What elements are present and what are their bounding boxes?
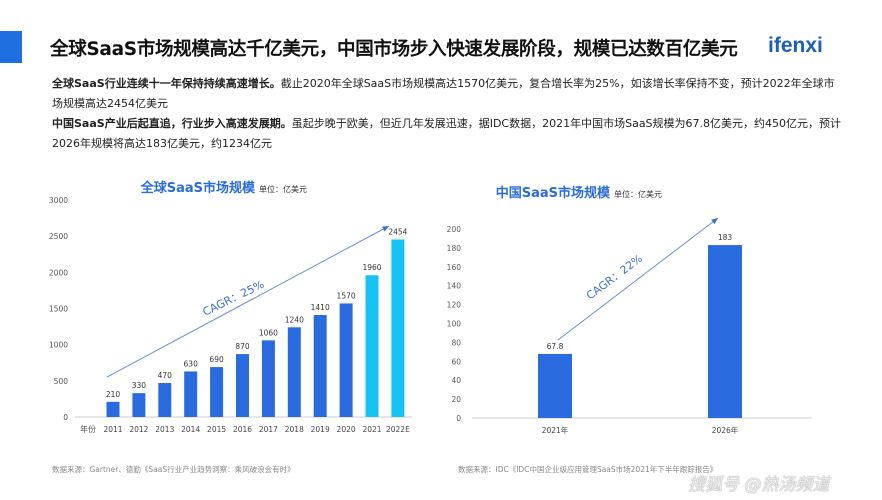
x-tick-label: 2011 — [103, 425, 122, 434]
watermark: 搜狐号 @热汤频道 — [688, 475, 830, 495]
bar — [158, 383, 172, 417]
x-tick-label: 2016 — [233, 425, 252, 434]
y-tick-label: 140 — [447, 282, 462, 291]
chart-unit: 单位：亿美元 — [614, 189, 662, 199]
y-tick-label: 120 — [447, 301, 462, 310]
header-accent-bar — [0, 31, 22, 63]
bar-value-label: 1410 — [311, 303, 330, 312]
y-tick-label: 1000 — [49, 341, 68, 350]
x-tick-label: 2012 — [129, 425, 148, 434]
y-tick-label: 500 — [54, 377, 69, 386]
bar — [708, 245, 742, 418]
x-tick-label: 2019 — [311, 425, 330, 434]
chart-source-global: 数据来源：Gartner、德勤《SaaS行业产业趋势洞察：乘风破浪会有时》 — [52, 465, 295, 474]
bar — [132, 393, 146, 417]
x-tick-label: 2018 — [285, 425, 304, 434]
x-tick-label: 2015 — [207, 425, 226, 434]
x-tick-label: 2022E — [386, 425, 410, 434]
bar-value-label: 1060 — [259, 328, 278, 337]
bar — [339, 303, 353, 417]
bar-value-label: 470 — [158, 371, 173, 380]
x-tick-label: 2014 — [181, 425, 200, 434]
y-tick-label: 200 — [447, 225, 462, 234]
y-tick-label: 3000 — [49, 196, 68, 205]
paragraph-china-text: 虽起步晚于欧美，但近几年发展迅速，据IDC数据，2021年中国市场SaaS规模为… — [52, 117, 842, 150]
paragraph-global-text: 截止2020年全球SaaS市场规模高达1570亿美元，复合增长率为25%，如该增… — [52, 77, 835, 110]
paragraph-china: 中国SaaS产业后起直追，行业步入高速发展期。虽起步晚于欧美，但近几年发展迅速，… — [52, 114, 842, 154]
bar — [365, 275, 379, 417]
bar — [538, 353, 572, 418]
x-axis-label: 年份 — [80, 424, 96, 434]
y-tick-label: 40 — [451, 376, 461, 385]
bar-value-label: 67.8 — [547, 342, 564, 351]
cagr-arrow-line — [106, 225, 390, 378]
bar-value-label: 1570 — [337, 291, 356, 300]
bar-value-label: 690 — [209, 355, 224, 364]
y-tick-label: 160 — [447, 263, 462, 272]
y-tick-label: 2000 — [49, 268, 68, 277]
bar — [210, 367, 224, 417]
ifenxi-logo: ifenxi — [768, 34, 823, 57]
bar-value-label: 330 — [132, 381, 147, 390]
x-tick-label: 2021 — [362, 425, 381, 434]
bar — [184, 371, 198, 417]
x-tick-label: 2013 — [155, 425, 174, 434]
bar-value-label: 210 — [106, 390, 121, 399]
bar — [106, 401, 120, 417]
y-tick-label: 0 — [63, 413, 68, 422]
x-tick-label: 2026年 — [712, 425, 739, 435]
chart-title: 全球SaaS市场规模 — [140, 180, 256, 196]
y-tick-label: 80 — [451, 338, 461, 347]
bar-value-label: 1240 — [285, 315, 304, 324]
bar — [261, 340, 275, 417]
y-tick-label: 20 — [451, 395, 461, 404]
bar-value-label: 2454 — [388, 227, 407, 236]
y-tick-label: 0 — [456, 414, 461, 423]
cagr-annotation: CAGR：25% — [201, 278, 267, 319]
bar — [391, 239, 405, 417]
y-tick-label: 180 — [447, 244, 462, 253]
bar-value-label: 630 — [184, 359, 199, 368]
y-tick-label: 60 — [451, 357, 461, 366]
cagr-arrow-head — [382, 226, 389, 232]
cagr-arrow-head — [711, 218, 718, 225]
paragraph-china-lead: 中国SaaS产业后起直追，行业步入高速发展期。 — [52, 117, 292, 130]
y-tick-label: 100 — [447, 320, 462, 329]
cagr-arrow-line — [557, 217, 719, 341]
paragraph-global-lead: 全球SaaS行业连续十一年保持持续高速增长。 — [52, 77, 281, 90]
bar — [236, 354, 249, 417]
x-tick-label: 2020 — [337, 425, 356, 434]
bar-value-label: 870 — [235, 342, 250, 351]
y-tick-label: 1500 — [49, 305, 68, 314]
bar — [313, 315, 327, 417]
cagr-annotation: CAGR：22% — [584, 252, 645, 302]
y-tick-label: 2500 — [49, 232, 68, 241]
paragraph-global: 全球SaaS行业连续十一年保持持续高速增长。截止2020年全球SaaS市场规模高… — [52, 74, 842, 114]
x-tick-label: 2021年 — [542, 425, 569, 435]
page-title: 全球SaaS市场规模高达千亿美元，中国市场步入快速发展阶段，规模已达数百亿美元 — [50, 39, 738, 60]
chart-unit: 单位：亿美元 — [259, 184, 307, 194]
bar — [287, 327, 301, 417]
chart-title: 中国SaaS市场规模 — [496, 185, 611, 201]
bar-value-label: 1960 — [362, 263, 381, 272]
chart-source-china: 数据来源：IDC《IDC中国企业级应用管理SaaS市场2021年下半年跟踪报告》 — [458, 465, 718, 474]
x-tick-label: 2017 — [259, 425, 278, 434]
bar-value-label: 183 — [718, 233, 733, 242]
